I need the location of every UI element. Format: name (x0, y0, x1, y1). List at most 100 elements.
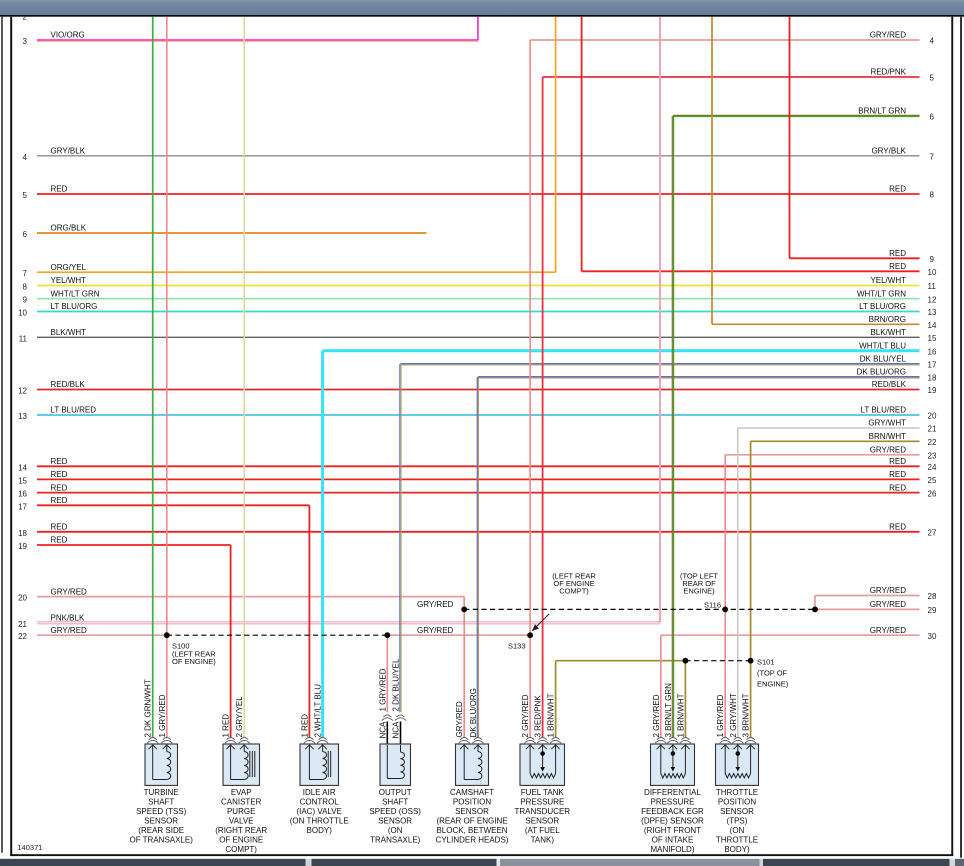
svg-text:GRY/RED: GRY/RED (455, 701, 464, 738)
svg-text:RED: RED (51, 185, 68, 194)
svg-text:2: 2 (23, 13, 28, 22)
svg-text:7: 7 (930, 153, 935, 162)
svg-text:SENSOR: SENSOR (525, 816, 559, 825)
svg-text:16: 16 (928, 347, 937, 356)
svg-text:5: 5 (930, 74, 935, 83)
svg-text:S100: S100 (172, 642, 190, 651)
svg-text:LT BLU/RED: LT BLU/RED (51, 406, 97, 415)
svg-text:28: 28 (928, 592, 937, 601)
svg-text:22: 22 (18, 632, 27, 641)
svg-text:18: 18 (18, 529, 27, 538)
svg-text:RED: RED (889, 262, 906, 271)
svg-text:FUEL TANK: FUEL TANK (521, 788, 565, 797)
svg-text:22: 22 (928, 438, 937, 447)
svg-text:IDLE AIR: IDLE AIR (303, 788, 336, 797)
svg-text:10: 10 (928, 268, 937, 277)
svg-text:1 RED: 1 RED (222, 714, 231, 738)
svg-text:SENSOR: SENSOR (144, 816, 178, 825)
svg-text:THROTTLE: THROTTLE (716, 836, 758, 845)
svg-text:4: 4 (23, 153, 28, 162)
svg-text:PRESSURE: PRESSURE (520, 797, 564, 806)
svg-text:(TPS): (TPS) (727, 816, 748, 825)
svg-text:GRY/RED: GRY/RED (870, 586, 907, 595)
svg-text:YEL/WHT: YEL/WHT (51, 276, 87, 285)
svg-text:BODY): BODY) (724, 845, 750, 854)
svg-text:SENSOR: SENSOR (378, 816, 412, 825)
svg-text:2 DK GRN/WHT: 2 DK GRN/WHT (144, 679, 153, 737)
svg-text:LT BLU/ORG: LT BLU/ORG (51, 302, 98, 311)
svg-text:WHT/LT GRN: WHT/LT GRN (857, 289, 906, 298)
svg-text:GRY/RED: GRY/RED (417, 626, 454, 635)
svg-text:(LEFT REAR: (LEFT REAR (172, 649, 216, 658)
svg-text:6: 6 (23, 230, 28, 239)
svg-text:RED: RED (889, 249, 906, 258)
svg-text:COMPT): COMPT) (225, 845, 257, 854)
svg-text:LT BLU/ORG: LT BLU/ORG (859, 302, 906, 311)
svg-text:2 GRY/YEL: 2 GRY/YEL (235, 696, 244, 738)
svg-text:6: 6 (930, 113, 935, 122)
svg-text:SENSOR: SENSOR (720, 807, 754, 816)
svg-text:12: 12 (18, 387, 27, 396)
svg-text:30: 30 (928, 632, 937, 641)
svg-text:RED: RED (51, 457, 68, 466)
svg-text:OUTPUT: OUTPUT (379, 788, 412, 797)
svg-text:15: 15 (18, 476, 27, 485)
svg-text:3: 3 (23, 37, 28, 46)
svg-text:SPEED (TSS): SPEED (TSS) (136, 807, 187, 816)
svg-text:9: 9 (930, 255, 935, 264)
svg-text:1 BRN/WHT: 1 BRN/WHT (547, 693, 556, 737)
svg-text:RED: RED (51, 496, 68, 505)
svg-text:VIO/ORG: VIO/ORG (51, 31, 85, 40)
svg-text:17: 17 (928, 361, 937, 370)
svg-text:YEL/WHT: YEL/WHT (870, 276, 906, 285)
svg-text:CANISTER: CANISTER (221, 797, 262, 806)
svg-text:ENGINE): ENGINE) (757, 680, 789, 689)
svg-text:(ON: (ON (730, 826, 745, 835)
svg-text:RED: RED (889, 185, 906, 194)
svg-text:TANK): TANK) (531, 836, 555, 845)
svg-text:RED: RED (889, 457, 906, 466)
svg-text:1 GRY/RED: 1 GRY/RED (158, 694, 167, 737)
svg-text:24: 24 (928, 463, 937, 472)
svg-text:(ON: (ON (388, 826, 403, 835)
svg-text:VALVE: VALVE (229, 816, 254, 825)
svg-text:THROTTLE: THROTTLE (716, 788, 758, 797)
svg-text:2 GRY/RED: 2 GRY/RED (521, 694, 530, 737)
svg-text:13: 13 (928, 308, 937, 317)
svg-text:15: 15 (928, 334, 937, 343)
svg-text:NCA: NCA (392, 721, 401, 739)
svg-text:BLK/WHT: BLK/WHT (51, 328, 87, 337)
svg-text:(TOP LEFT: (TOP LEFT (680, 572, 718, 581)
svg-text:BRN/ORG: BRN/ORG (869, 315, 906, 324)
svg-text:3 BRN/LT GRN: 3 BRN/LT GRN (664, 683, 673, 738)
svg-text:SHAFT: SHAFT (382, 797, 408, 806)
svg-text:(IAC) VALVE: (IAC) VALVE (296, 807, 342, 816)
svg-text:GRY/WHT: GRY/WHT (868, 419, 906, 428)
svg-text:GRY/RED: GRY/RED (870, 626, 907, 635)
svg-text:TRANSDUCER: TRANSDUCER (515, 807, 571, 816)
svg-text:GRY/RED: GRY/RED (51, 626, 88, 635)
svg-text:2 GRY/WHT: 2 GRY/WHT (729, 693, 738, 737)
svg-text:DK BLU/YEL: DK BLU/YEL (860, 355, 907, 364)
svg-text:RED: RED (51, 483, 68, 492)
svg-text:8: 8 (930, 191, 935, 200)
svg-text:SPEED (OSS): SPEED (OSS) (369, 807, 421, 816)
svg-text:4: 4 (930, 37, 935, 46)
svg-text:19: 19 (18, 542, 27, 551)
svg-text:23: 23 (928, 452, 937, 461)
svg-text:1 GRY/RED: 1 GRY/RED (378, 668, 387, 711)
svg-text:WHT/LT GRN: WHT/LT GRN (51, 289, 100, 298)
svg-text:ORG/BLK: ORG/BLK (51, 224, 87, 233)
svg-text:GRY/RED: GRY/RED (870, 31, 907, 40)
svg-text:LT BLU/RED: LT BLU/RED (861, 406, 907, 415)
svg-text:NCA: NCA (378, 721, 387, 739)
svg-text:TRANSAXLE): TRANSAXLE) (370, 836, 421, 845)
svg-text:BLK/WHT: BLK/WHT (870, 328, 906, 337)
svg-text:RED/BLK: RED/BLK (872, 380, 907, 389)
svg-text:(REAR SIDE: (REAR SIDE (138, 826, 184, 835)
svg-text:(REAR OF ENGINE: (REAR OF ENGINE (436, 816, 507, 825)
svg-text:11: 11 (928, 282, 937, 291)
svg-text:ENGINE): ENGINE) (683, 587, 715, 596)
svg-text:GRY/BLK: GRY/BLK (871, 147, 906, 156)
svg-text:RED: RED (889, 470, 906, 479)
